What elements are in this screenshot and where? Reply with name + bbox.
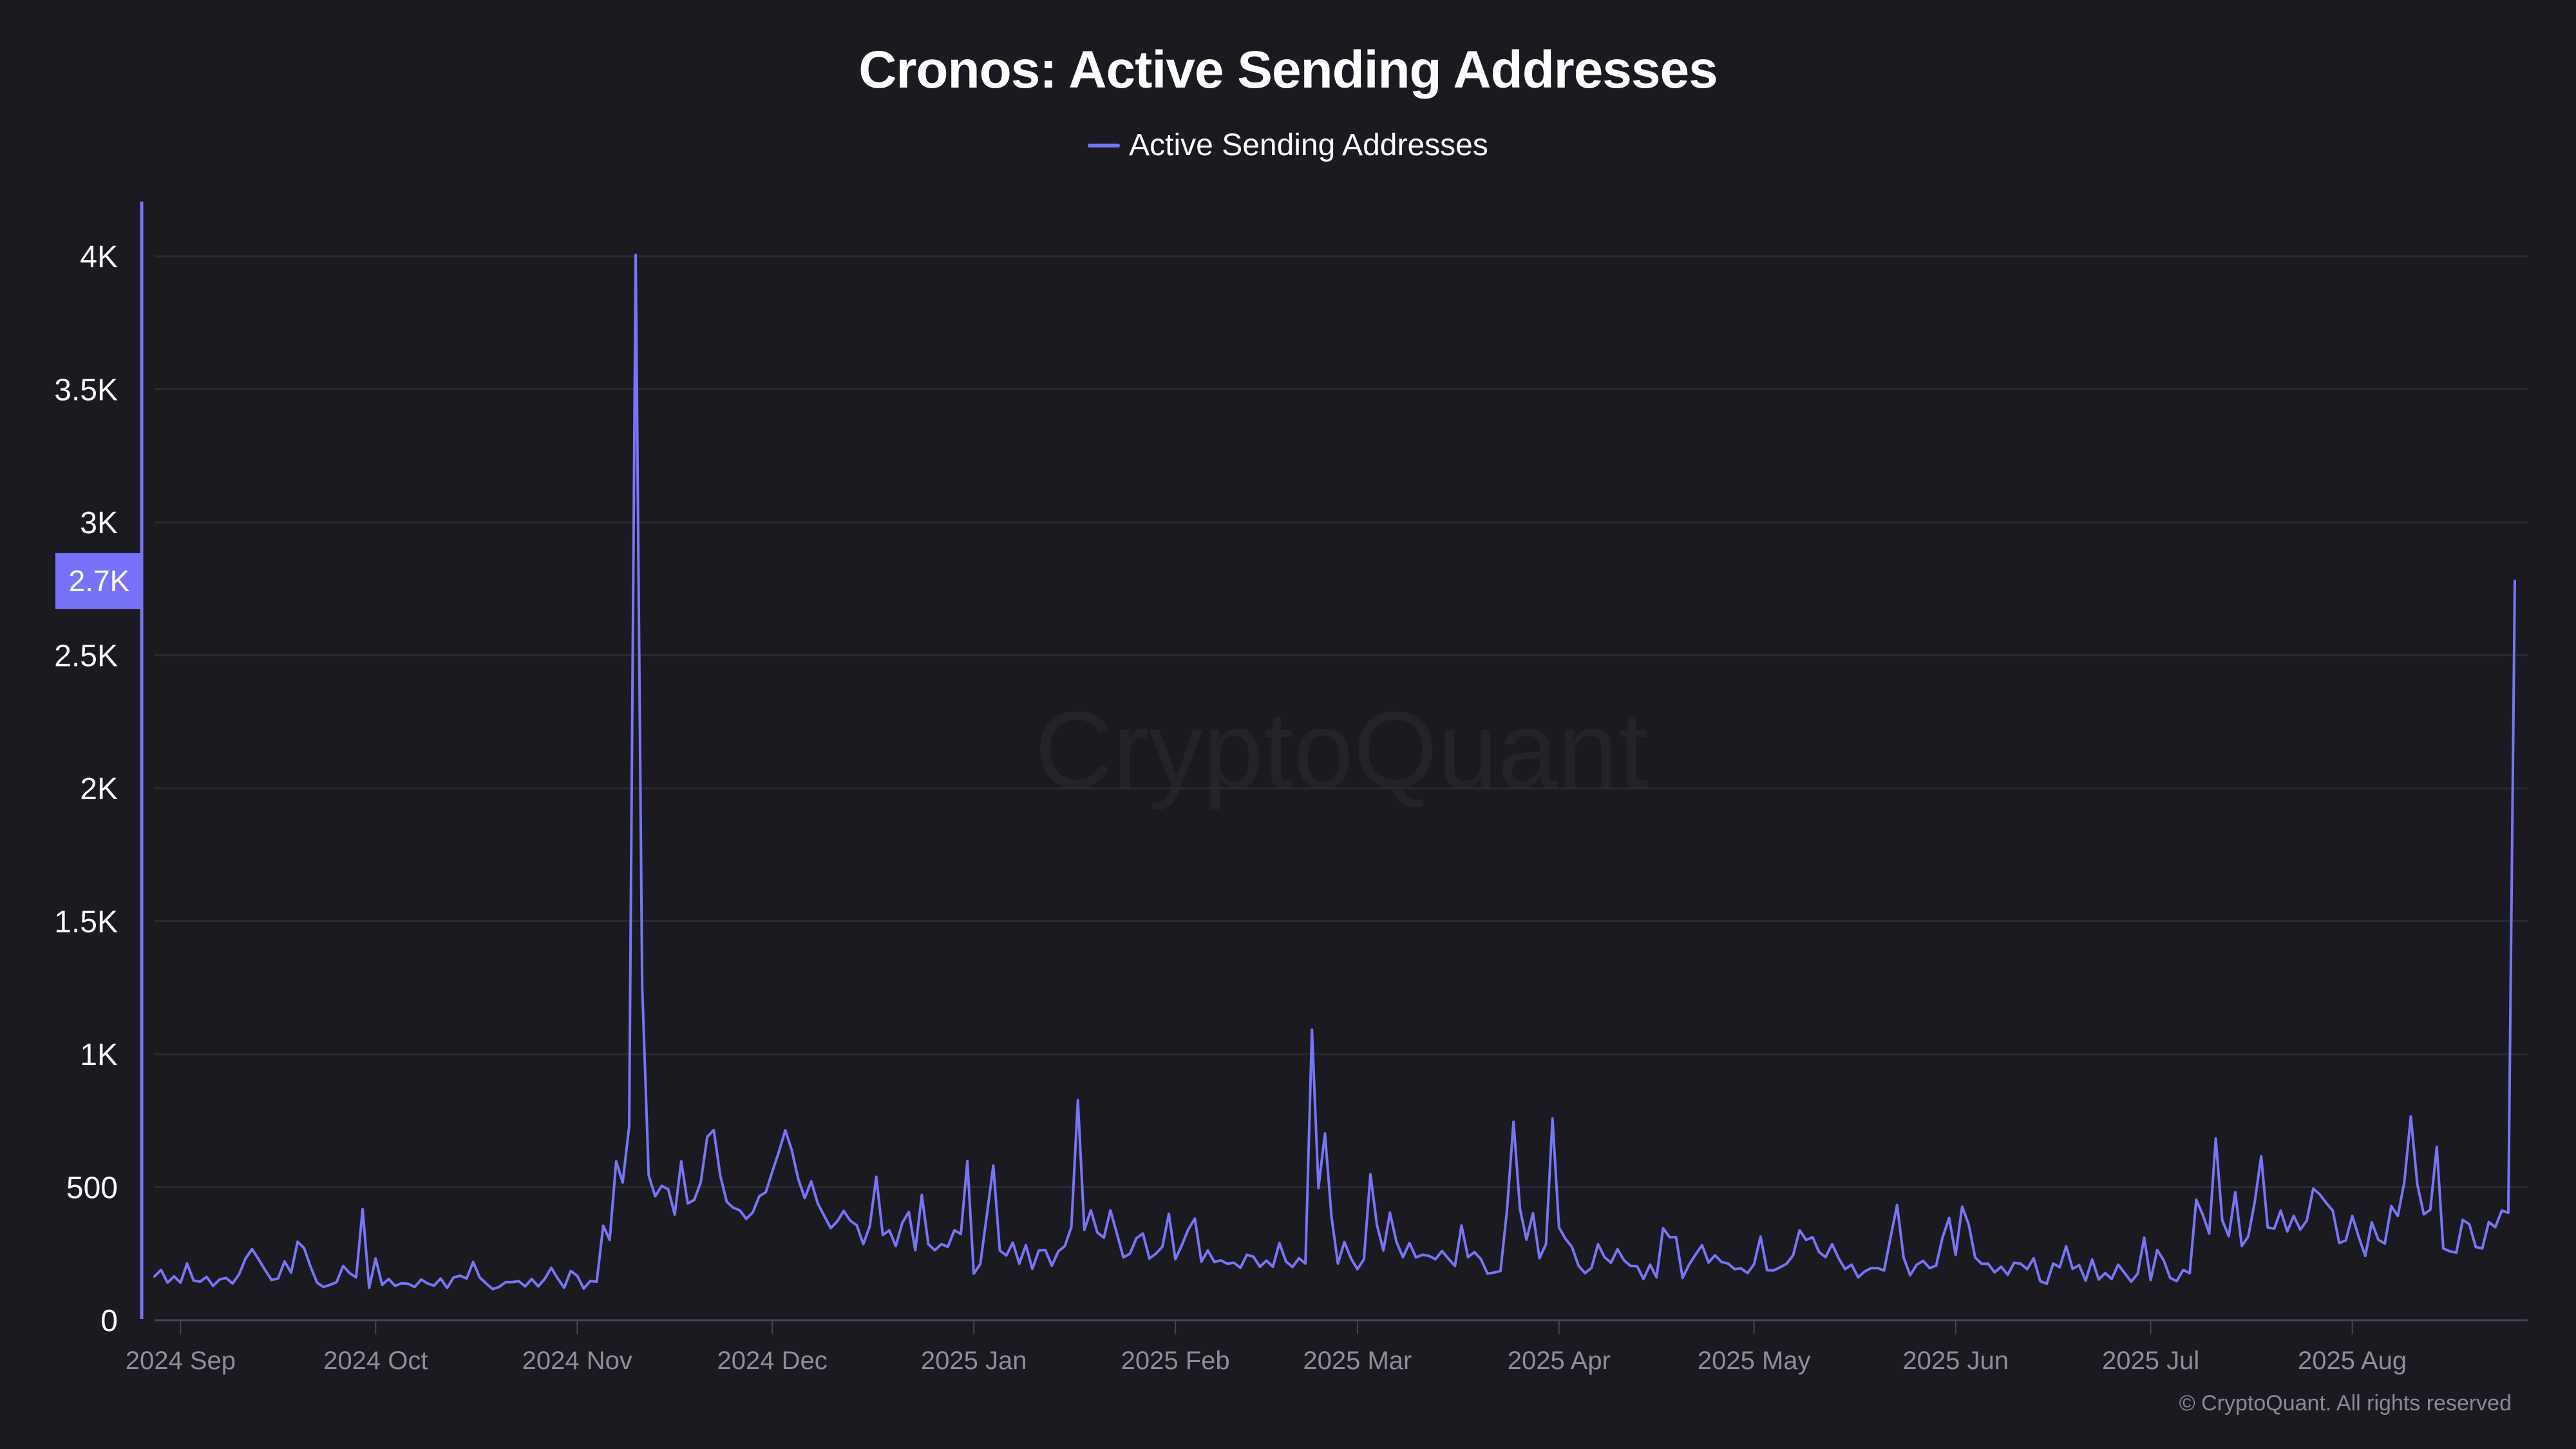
y-tick-label: 3.5K xyxy=(54,374,118,408)
legend[interactable]: Active Sending Addresses xyxy=(0,128,2576,163)
x-tick-label: 2025 Jun xyxy=(1902,1347,2009,1375)
copyright-footer: © CryptoQuant. All rights reserved xyxy=(2179,1391,2512,1416)
watermark: CryptoQuant xyxy=(1035,689,1648,810)
x-axis-ticks: 2024 Sep 2024 Oct 2024 Nov 2024 Dec 2025 Jan… xyxy=(126,1320,2407,1375)
x-tick-label: 2025 Apr xyxy=(1508,1347,1611,1375)
x-tick-label: 2025 May xyxy=(1698,1347,1811,1375)
chart-title: Cronos: Active Sending Addresses xyxy=(858,41,1718,99)
x-tick-label: 2024 Nov xyxy=(522,1347,632,1375)
x-tick-label: 2024 Sep xyxy=(126,1347,236,1375)
y-tick-label: 500 xyxy=(66,1171,118,1206)
y-tick-label: 1.5K xyxy=(54,905,118,940)
y-tick-label: 1K xyxy=(80,1038,118,1072)
y-tick-label: 0 xyxy=(100,1304,118,1338)
y-axis-tick-labels: 0 500 1K 1.5K 2K 2.5K 3K 3.5K 4K xyxy=(54,240,118,1338)
y-tick-label: 2.5K xyxy=(54,639,118,674)
x-tick-label: 2025 Feb xyxy=(1121,1347,1230,1375)
x-tick-label: 2025 Jul xyxy=(2102,1347,2199,1375)
y-tick-label: 4K xyxy=(80,240,118,274)
y-tick-label: 2K xyxy=(80,772,118,806)
series-line-active-sending-addresses xyxy=(153,253,2516,1291)
legend-label: Active Sending Addresses xyxy=(1129,128,1488,162)
grid-lines xyxy=(155,255,2528,1188)
x-tick-label: 2024 Dec xyxy=(717,1347,828,1375)
y-tick-label: 3K xyxy=(80,506,118,540)
current-value-badge-text: 2.7K xyxy=(69,564,130,598)
legend-swatch xyxy=(1088,143,1121,147)
x-tick-label: 2024 Oct xyxy=(323,1347,428,1375)
x-tick-label: 2025 Mar xyxy=(1303,1347,1412,1375)
current-value-badge: 2.7K xyxy=(55,553,143,609)
x-tick-label: 2025 Aug xyxy=(2298,1347,2407,1375)
x-tick-label: 2025 Jan xyxy=(921,1347,1027,1375)
current-value-badge-bg xyxy=(55,553,143,609)
